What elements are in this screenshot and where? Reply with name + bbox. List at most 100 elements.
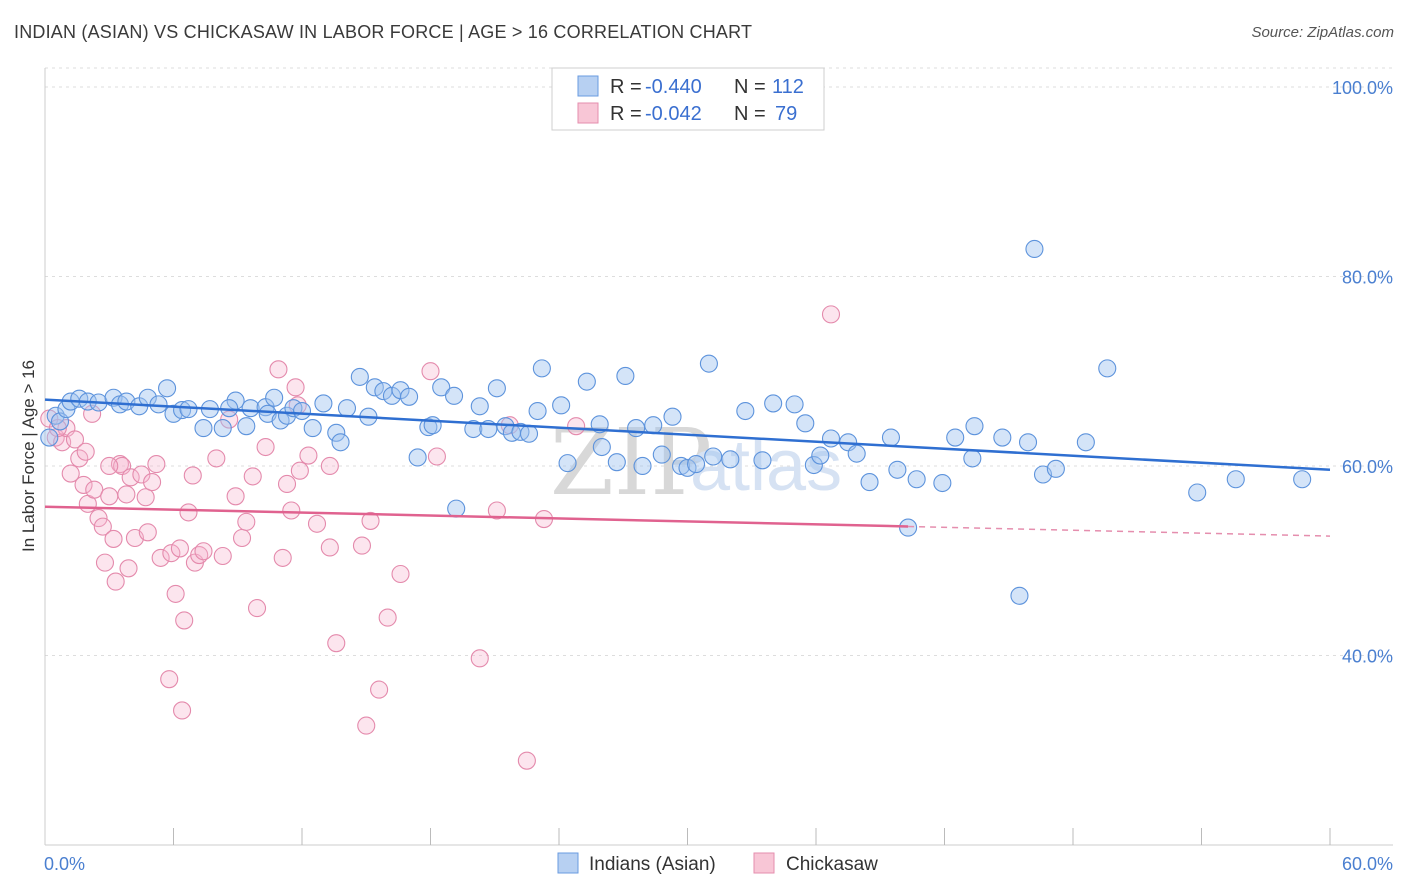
y-tick-label: 100.0% (1332, 78, 1393, 98)
indians-asian-point (519, 424, 539, 443)
indians-asian-point (552, 396, 571, 415)
chickasaw-point (100, 487, 119, 506)
y-tick-label: 80.0% (1342, 267, 1393, 287)
chickasaw-point (213, 546, 232, 566)
chickasaw-point (119, 559, 138, 578)
indians-asian-point (699, 354, 718, 373)
indians-asian-point (337, 399, 357, 418)
chickasaw-point (121, 468, 140, 487)
chickasaw-point (93, 517, 112, 536)
chickasaw-points (40, 305, 841, 770)
indians-asian-point (303, 419, 322, 438)
indians-asian-point (292, 401, 312, 421)
indians-asian-point (993, 428, 1012, 447)
chickasaw-point (136, 488, 155, 507)
legend-swatch-blue (577, 75, 599, 97)
indians-asian-point (785, 395, 804, 414)
indians-asian-point (764, 394, 783, 413)
indians-asian-point (1098, 359, 1117, 378)
chickasaw-point (61, 464, 80, 483)
chickasaw-point (89, 509, 108, 528)
chickasaw-point (282, 501, 301, 520)
chickasaw-point (427, 447, 446, 466)
indians-asian-point (445, 386, 464, 405)
legend-n-label: N = (734, 76, 766, 98)
y-tick-labels: 40.0% 60.0% 80.0% 100.0% (1332, 78, 1393, 667)
chickasaw-point (277, 474, 297, 494)
legend-n-label: N = (734, 103, 766, 125)
chickasaw-point (290, 461, 309, 480)
chickasaw-point (232, 528, 252, 548)
indians-asian-point (408, 448, 427, 467)
bottom-legend: Indians (Asian) Chickasaw (557, 852, 878, 875)
bottom-legend-label-chickasaw: Chickasaw (786, 854, 878, 875)
bottom-legend-swatch-blue (557, 852, 579, 874)
x-axis-ticks (173, 828, 1331, 845)
indians-asian-point (811, 446, 830, 465)
chickasaw-point (226, 487, 245, 506)
chickasaw-trend-line-extension (908, 525, 1331, 537)
gridlines (45, 67, 1393, 656)
indians-asian-point (1293, 470, 1312, 489)
chickasaw-point (76, 442, 95, 461)
chickasaw-point (95, 553, 115, 572)
chickasaw-point (104, 529, 123, 548)
legend: R = -0.440 N = 112 R = -0.042 N = 79 (551, 67, 825, 131)
chickasaw-point (237, 512, 256, 531)
chickasaw-point (421, 362, 440, 381)
indians-asian-point (487, 379, 506, 398)
chickasaw-point (173, 701, 192, 720)
chickasaw-point (320, 538, 339, 557)
indians-asian-point (1018, 433, 1038, 452)
indians-asian-point (907, 470, 926, 489)
legend-r-value: -0.440 (645, 76, 702, 98)
chickasaw-point (247, 599, 267, 618)
indians-asian-point (265, 388, 284, 407)
bottom-legend-swatch-pink (753, 852, 775, 874)
chickasaw-point (207, 449, 226, 468)
indians-asian-point (577, 372, 596, 391)
indians-asian-point (179, 400, 198, 419)
indians-asian-point (470, 397, 489, 416)
chickasaw-point (132, 465, 151, 484)
chickasaw-point (183, 466, 202, 485)
indians-asian-point (464, 419, 483, 439)
chickasaw-point (70, 449, 89, 468)
x-tick-label-min: 0.0% (44, 854, 85, 874)
indians-asian-point (1025, 239, 1044, 259)
indians-asian-point (237, 417, 256, 436)
indians-asian-point (1010, 586, 1029, 605)
chickasaw-point (151, 548, 170, 567)
indians-asian-point (1046, 459, 1065, 478)
indians-asian-point (881, 428, 901, 447)
chickasaw-point (357, 716, 376, 735)
indians-asian-point (365, 378, 384, 397)
indians-asian-point (627, 419, 646, 438)
indians-asian-point (616, 366, 635, 386)
watermark-zip: ZIP (550, 409, 712, 516)
indians-asian-point (652, 445, 671, 464)
indians-asian-point (821, 429, 841, 448)
chickasaw-point (370, 680, 389, 699)
chickasaw-point (160, 670, 179, 689)
indians-asian-point (194, 419, 213, 438)
chickasaw-point (299, 446, 318, 465)
chickasaw-point (138, 523, 157, 542)
indians-asian-point (592, 437, 611, 457)
chickasaw-point (166, 584, 185, 603)
indians-asian-point (40, 428, 59, 447)
indians-asian-point (241, 399, 260, 418)
chickasaw-point (470, 649, 489, 668)
indians-asian-point (633, 456, 652, 476)
indians-asian-point (447, 499, 466, 518)
chickasaw-point (517, 751, 536, 770)
source-label: Source: ZipAtlas.com (1251, 24, 1394, 41)
chickasaw-point (175, 611, 194, 630)
chickasaw-point (487, 501, 506, 520)
indians-asian-point (963, 449, 982, 468)
indians-asian-point (721, 450, 740, 469)
y-tick-label: 40.0% (1342, 646, 1393, 666)
x-tick-label-max: 60.0% (1342, 854, 1393, 874)
chickasaw-point (243, 467, 262, 486)
